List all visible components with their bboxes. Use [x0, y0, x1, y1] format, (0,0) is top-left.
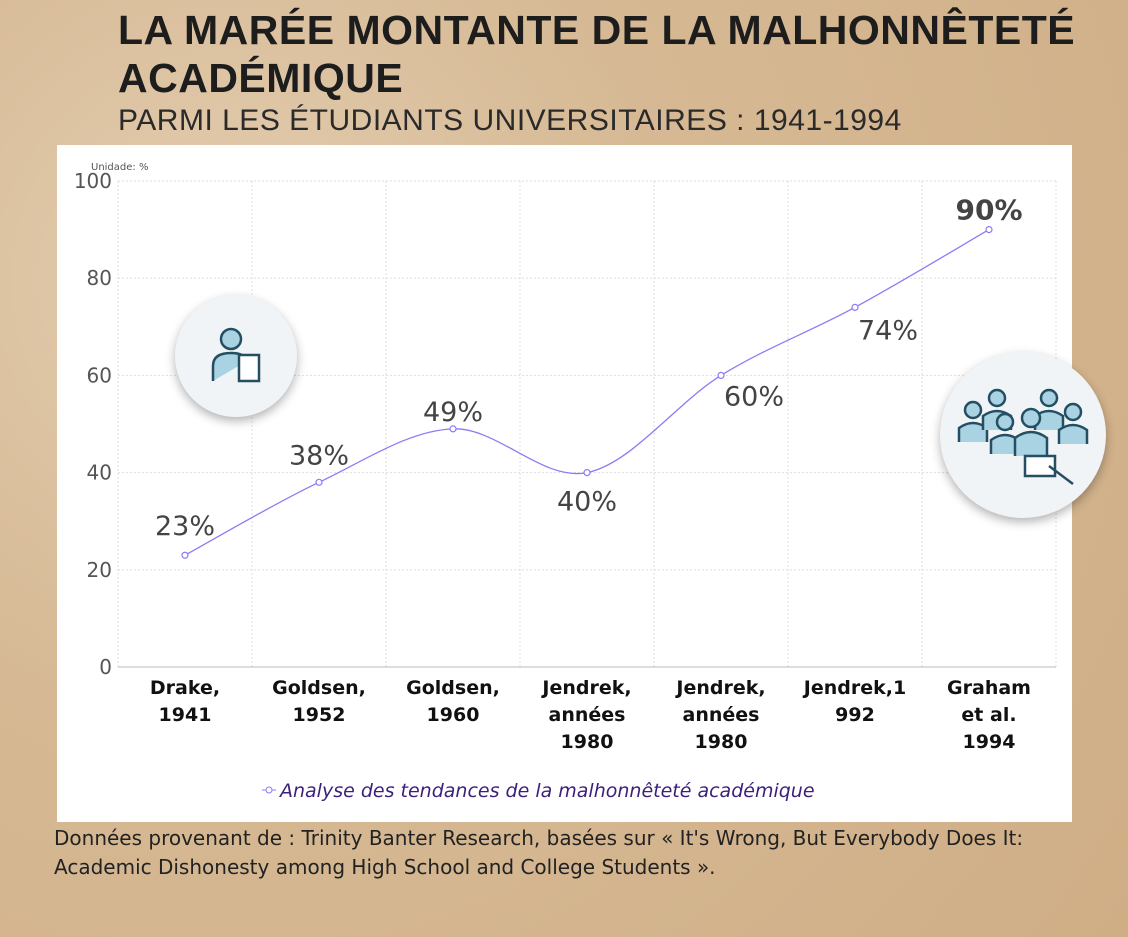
x-tick-label: Graham — [947, 677, 1031, 699]
x-tick-label: Jendrek, — [674, 677, 765, 699]
y-tick-label: 40 — [87, 461, 112, 485]
x-tick-label: 992 — [835, 704, 875, 726]
data-point — [985, 225, 993, 234]
x-tick-label: Goldsen, — [406, 677, 500, 699]
x-tick-label: Drake, — [150, 677, 220, 699]
x-tick-label: 1960 — [427, 704, 480, 726]
x-tick-label: Goldsen, — [272, 677, 366, 699]
data-label: 23% — [155, 511, 215, 542]
y-tick-label: 80 — [87, 266, 112, 290]
data-label: 74% — [858, 315, 918, 346]
x-tick-label: Jendrek,1 — [802, 677, 906, 699]
data-label: 90% — [955, 194, 1022, 227]
students-group-icon — [940, 352, 1106, 518]
x-tick-label: années — [683, 704, 760, 726]
data-point — [181, 551, 189, 559]
x-tick-label: 1941 — [159, 704, 212, 726]
data-label: 60% — [724, 381, 784, 412]
legend-marker — [265, 786, 273, 794]
page-title: LA MARÉE MONTANTE DE LA MALHONNÊTETÉ ACA… — [118, 7, 1076, 101]
data-label: 38% — [289, 440, 349, 471]
y-tick-label: 0 — [99, 655, 112, 679]
x-tick-label: 1980 — [561, 731, 614, 753]
data-point — [315, 478, 323, 486]
unit-label: Unidade: % — [91, 162, 148, 173]
data-point — [717, 371, 725, 379]
y-tick-label: 20 — [87, 558, 112, 582]
page-subtitle: PARMI LES ÉTUDIANTS UNIVERSITAIRES : 194… — [118, 104, 902, 137]
y-tick-label: 100 — [74, 169, 112, 193]
line-chart: Unidade: % 0 20 40 60 80 100 Drake, 1941 Goldsen,… — [74, 162, 1057, 802]
data-label: 40% — [557, 487, 617, 518]
teacher-icon — [175, 295, 297, 417]
data-label: 49% — [423, 397, 483, 428]
x-tick-label: années — [549, 704, 626, 726]
x-tick-label: 1952 — [293, 704, 346, 726]
data-point — [583, 469, 591, 477]
x-tick-label: 1980 — [695, 731, 748, 753]
chart-panel: Unidade: % 0 20 40 60 80 100 Drake, 1941 Goldsen,… — [57, 145, 1106, 822]
x-tick-label: 1994 — [963, 731, 1016, 753]
legend-label: Analyse des tendances de la malhonnêteté… — [278, 780, 815, 802]
y-tick-label: 60 — [87, 363, 112, 387]
x-tick-label: et al. — [961, 704, 1016, 726]
source-note: Données provenant de : Trinity Banter Re… — [54, 826, 1024, 879]
data-point — [449, 425, 457, 433]
data-point — [851, 303, 859, 311]
x-tick-label: Jendrek, — [540, 677, 631, 699]
